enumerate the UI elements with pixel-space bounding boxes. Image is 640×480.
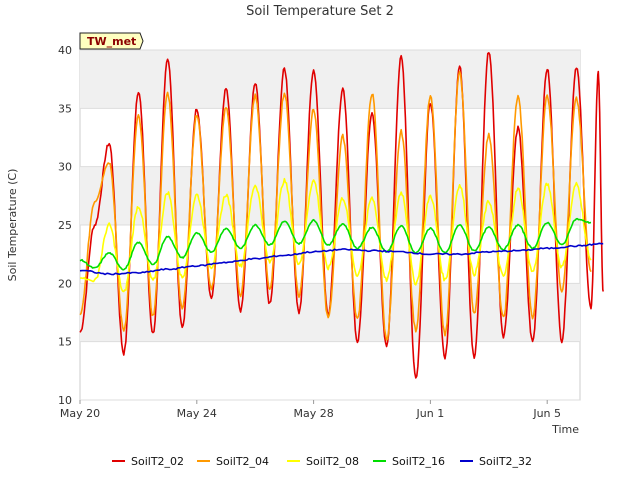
legend-label: SoilT2_02 [131, 455, 184, 468]
y-tick-label: 30 [58, 161, 72, 174]
series-layer [79, 52, 604, 379]
y-tick-label: 40 [58, 44, 72, 57]
y-axis-label: Soil Temperature (C) [6, 169, 19, 282]
site-badge-box [79, 32, 144, 50]
series-line-soilt2-16 [79, 217, 592, 271]
legend-item-soilt2-32: SoilT2_32 [460, 455, 532, 468]
legend-label: SoilT2_32 [479, 455, 532, 468]
y-tick-label: 10 [58, 394, 72, 407]
plot-band [80, 166, 580, 225]
legend: SoilT2_02 SoilT2_04 SoilT2_08 SoilT2_16 Soil… [112, 455, 532, 468]
grid-lines [80, 49, 580, 401]
x-tick-label: May 28 [293, 407, 333, 420]
series-line-soilt2-32 [79, 242, 604, 276]
legend-item-soilt2-16: SoilT2_16 [373, 455, 445, 468]
plot-band [80, 50, 580, 109]
x-axis-label: Time [551, 423, 579, 436]
site-badge-text: TW_met [87, 35, 136, 48]
legend-item-soilt2-04: SoilT2_04 [197, 455, 269, 468]
legend-label: SoilT2_08 [306, 455, 359, 468]
x-tick-label: May 20 [60, 407, 100, 420]
legend-item-soilt2-08: SoilT2_08 [287, 455, 359, 468]
legend-item-soilt2-02: SoilT2_02 [112, 455, 184, 468]
y-tick-label: 20 [58, 277, 72, 290]
legend-label: SoilT2_04 [216, 455, 269, 468]
y-tick-label: 35 [58, 102, 72, 115]
series-line-soilt2-04 [79, 70, 592, 341]
y-tick-label: 25 [58, 219, 72, 232]
site-badge: TW_met [79, 32, 144, 50]
x-tick-label: Jun 5 [532, 407, 561, 420]
x-tick-label: Jun 1 [416, 407, 445, 420]
y-axis-ticks: 10 15 20 25 30 35 40 [58, 44, 72, 407]
legend-label: SoilT2_16 [392, 455, 445, 468]
x-axis-ticks: May 20 May 24 May 28 Jun 1 Jun 5 [60, 400, 561, 420]
y-tick-label: 15 [58, 336, 72, 349]
x-tick-label: May 24 [177, 407, 217, 420]
chart-title: Soil Temperature Set 2 [246, 4, 394, 19]
